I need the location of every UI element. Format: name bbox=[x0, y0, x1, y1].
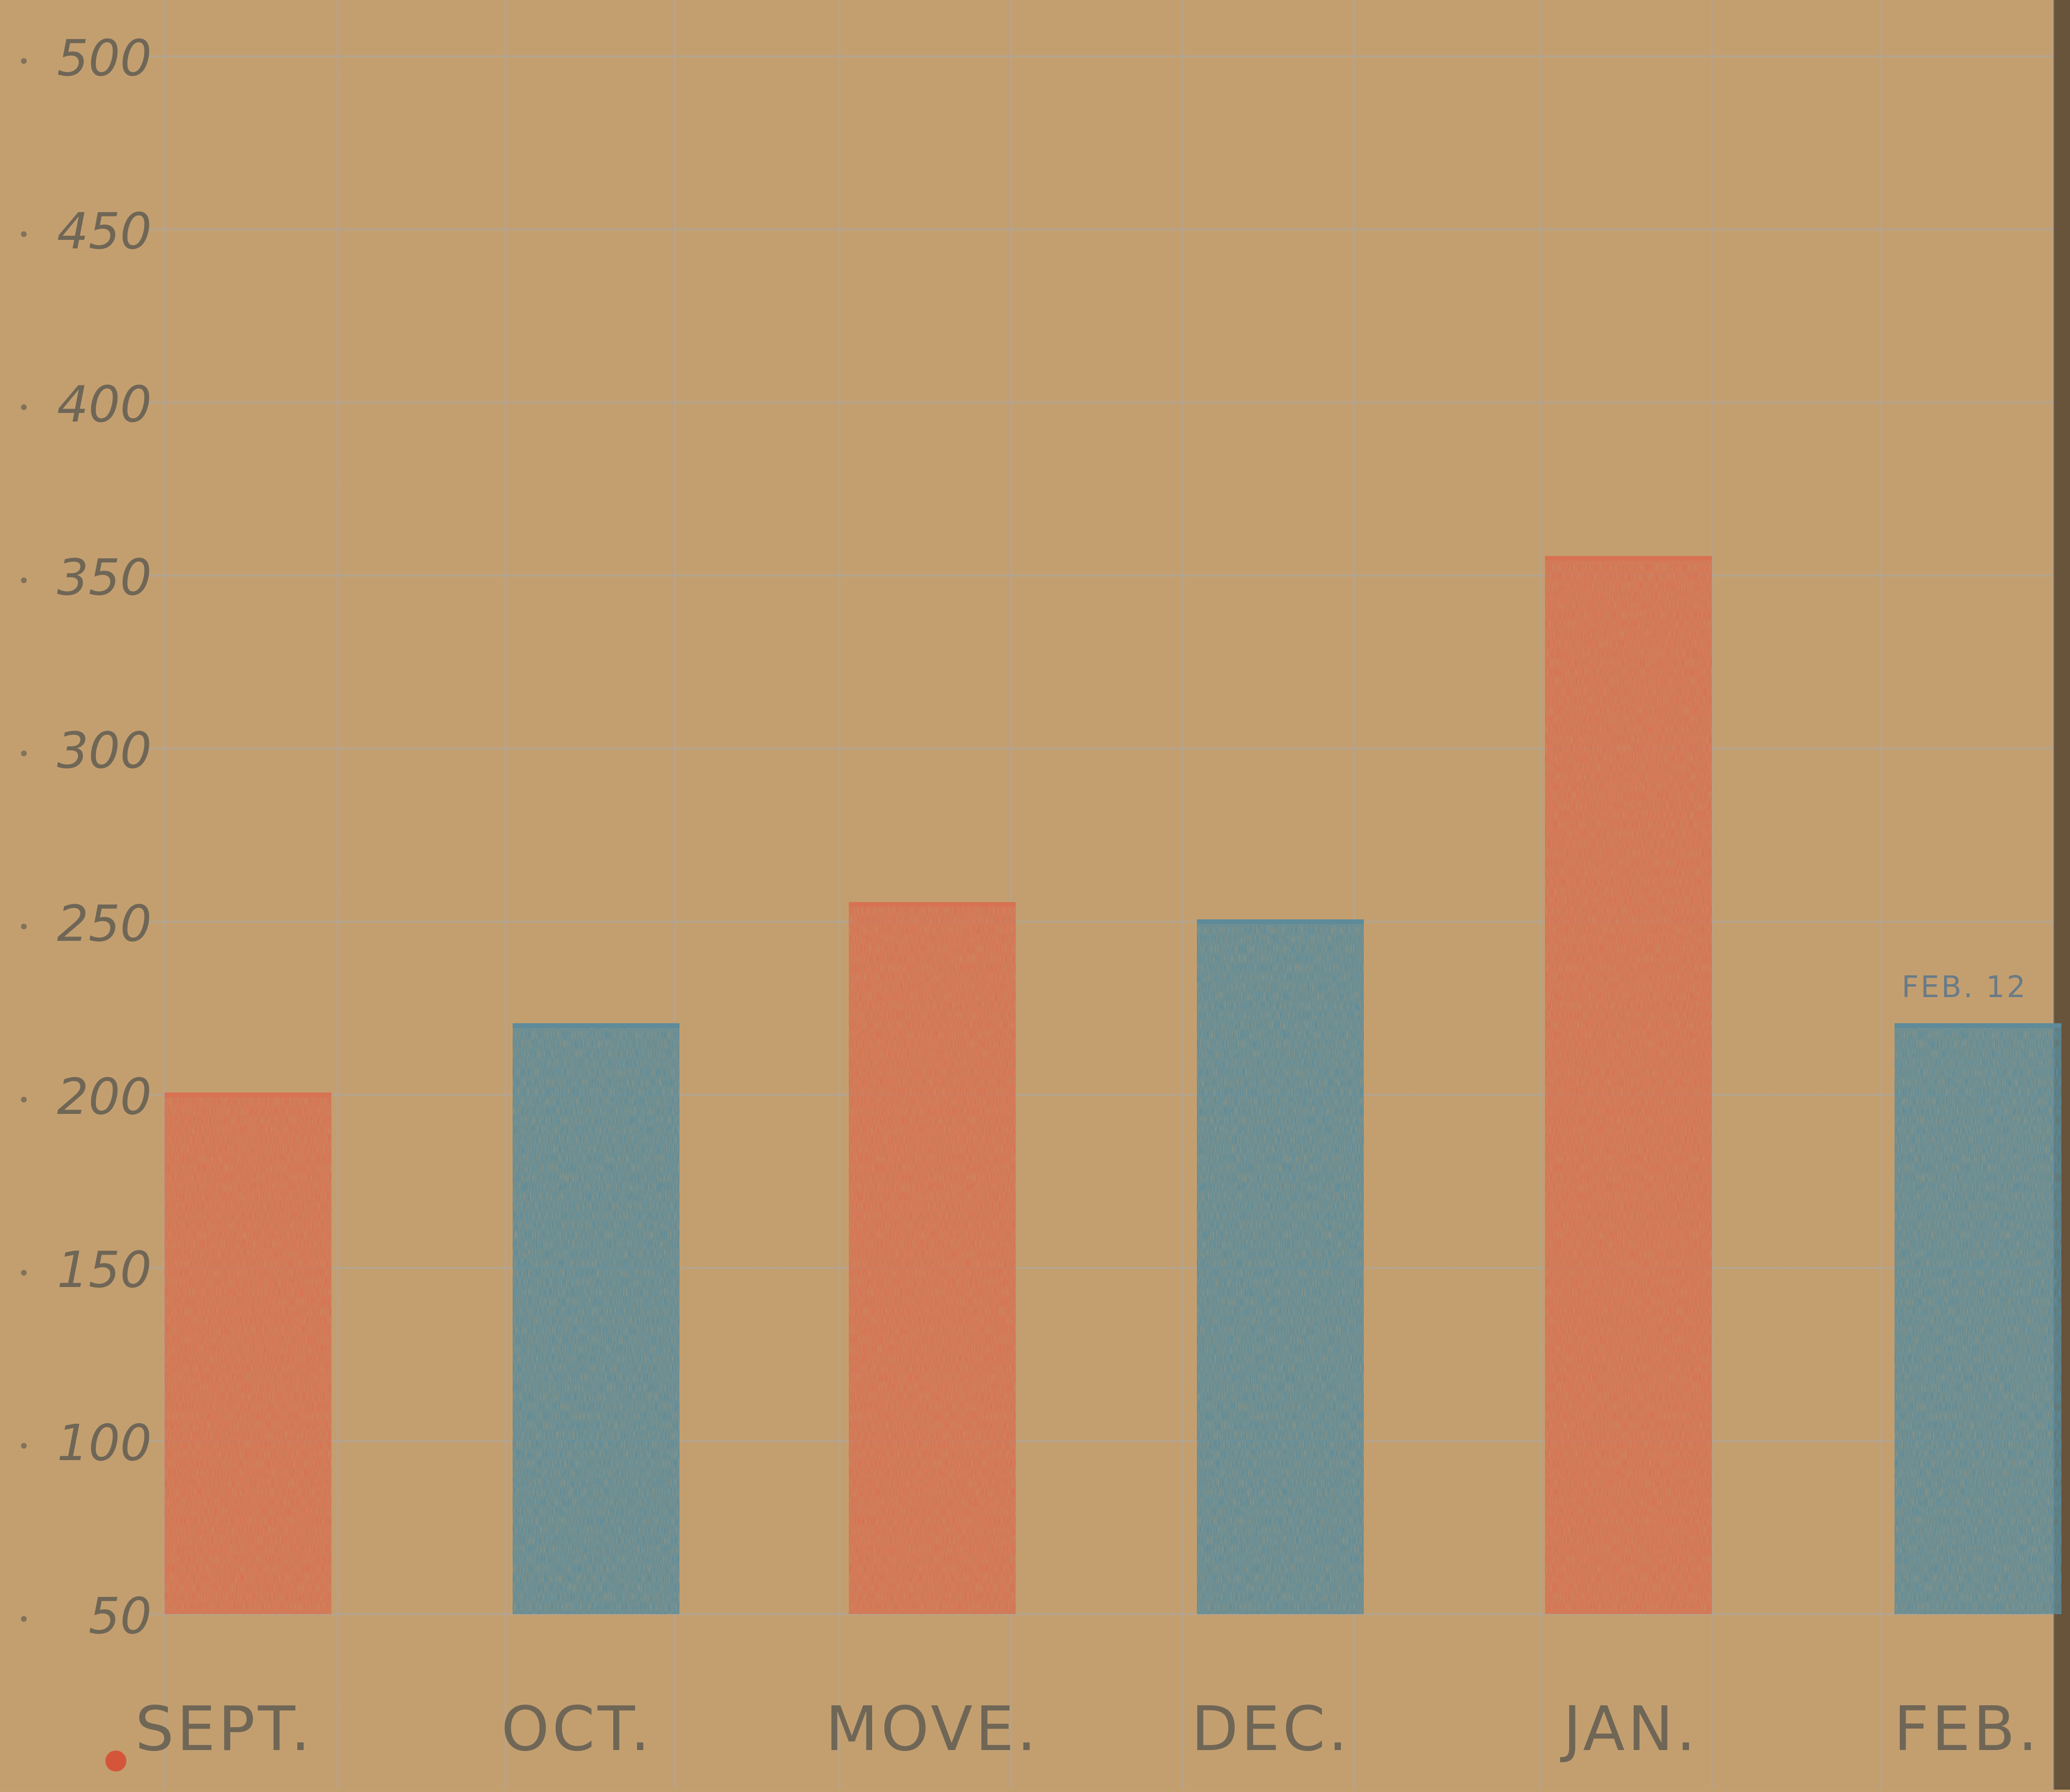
y-tick-label: 150 bbox=[57, 1241, 152, 1299]
bar-fill bbox=[513, 1025, 680, 1614]
y-tick-label: 500 bbox=[57, 29, 152, 87]
y-tick-label: 250 bbox=[57, 895, 152, 953]
bar-fill bbox=[165, 1095, 331, 1614]
bar-fill-base bbox=[1545, 558, 1712, 1614]
bar-fill-base bbox=[849, 904, 1016, 1614]
bar-fill-base bbox=[1197, 922, 1364, 1614]
y-tick-dot bbox=[21, 751, 27, 756]
y-tick-label: 100 bbox=[57, 1414, 152, 1472]
y-tick-dot bbox=[21, 1270, 27, 1276]
y-tick-label: 50 bbox=[89, 1587, 152, 1645]
bar-fill bbox=[1197, 922, 1364, 1614]
x-category-label: FEB. bbox=[1894, 1694, 2040, 1765]
bar-1 bbox=[513, 1023, 680, 1614]
x-category-label: DEC. bbox=[1191, 1694, 1350, 1765]
y-axis-tick-labels: 50 100 150 200 250 300 350 400 450 500 bbox=[21, 29, 152, 1645]
bar-fill bbox=[1545, 558, 1712, 1614]
y-tick-dot bbox=[21, 577, 27, 583]
bar-2 bbox=[849, 902, 1016, 1614]
x-category-label: MOVE. bbox=[825, 1694, 1039, 1765]
y-tick-label: 300 bbox=[57, 721, 152, 780]
x-category-label: JAN. bbox=[1560, 1694, 1699, 1765]
bar-fill-base bbox=[513, 1025, 680, 1614]
x-category-label: OCT. bbox=[501, 1694, 653, 1765]
bar-fill bbox=[1895, 1025, 2061, 1614]
bar-4 bbox=[1545, 556, 1712, 1614]
corner-red-dot bbox=[105, 1751, 126, 1771]
chart-annotations: FEB. 12 bbox=[1902, 969, 2028, 1004]
y-tick-label: 350 bbox=[57, 548, 152, 607]
y-tick-dot bbox=[21, 404, 27, 410]
y-tick-label: 400 bbox=[57, 375, 152, 433]
x-category-label: SEPT. bbox=[135, 1694, 313, 1765]
y-tick-label: 200 bbox=[57, 1068, 152, 1126]
y-tick-dot bbox=[21, 1616, 27, 1622]
bar-fill-base bbox=[1895, 1025, 2061, 1614]
bars bbox=[165, 556, 2061, 1614]
y-tick-dot bbox=[21, 231, 27, 237]
bar-fill-base bbox=[165, 1095, 331, 1614]
bar-annotation: FEB. 12 bbox=[1902, 969, 2028, 1004]
bar-0 bbox=[165, 1092, 331, 1614]
bar-5 bbox=[1895, 1023, 2061, 1614]
y-tick-label: 450 bbox=[57, 202, 152, 260]
y-tick-dot bbox=[21, 924, 27, 929]
bar-3 bbox=[1197, 919, 1364, 1614]
y-tick-dot bbox=[21, 58, 27, 64]
x-axis-category-labels: SEPT. OCT. MOVE. DEC. JAN. FEB. bbox=[135, 1694, 2040, 1765]
bar-fill bbox=[849, 904, 1016, 1614]
y-tick-dot bbox=[21, 1443, 27, 1449]
y-tick-dot bbox=[21, 1097, 27, 1102]
